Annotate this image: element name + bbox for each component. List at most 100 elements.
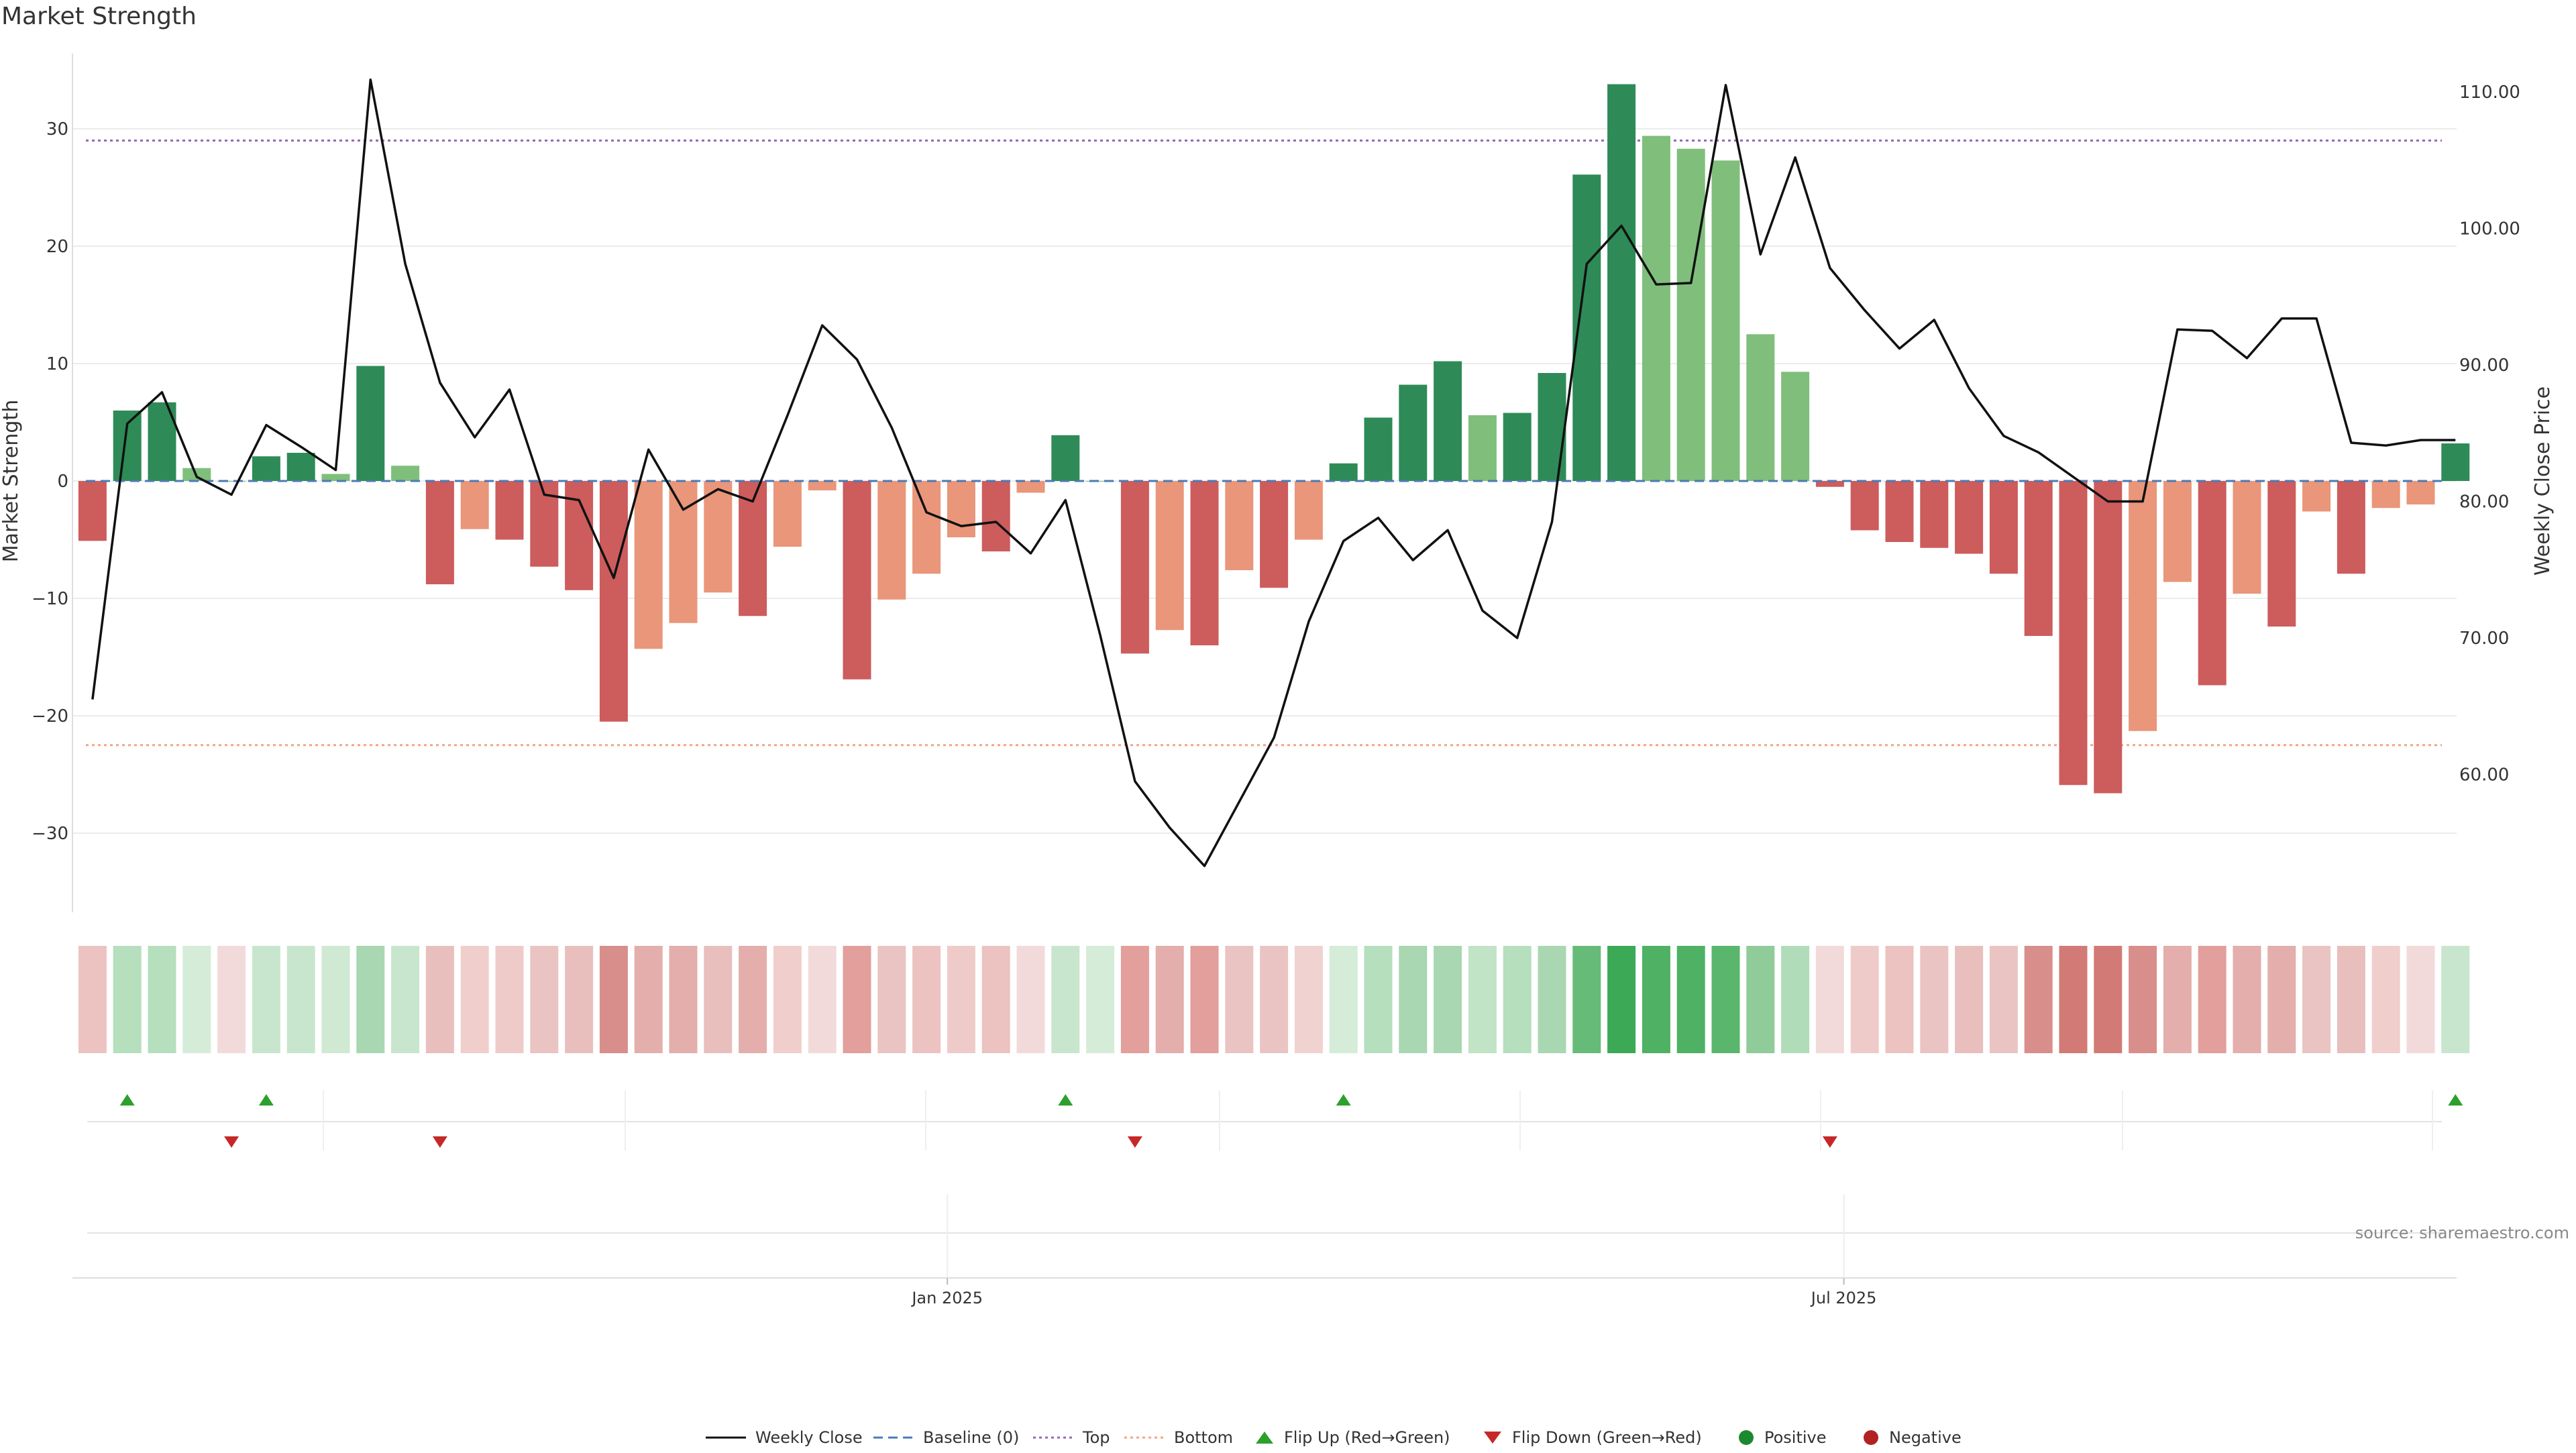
- legend-item-flip-up: Flip Up (Red→Green): [1254, 1426, 1450, 1449]
- strength-bar: [2163, 481, 2192, 582]
- strength-bar: [1364, 417, 1393, 481]
- strength-bar: [2198, 481, 2226, 686]
- strength-bar: [877, 481, 906, 600]
- heat-cell: [669, 946, 698, 1053]
- weekly-close-line: [91, 78, 2456, 867]
- strength-bar: [565, 481, 594, 590]
- heat-cell: [634, 946, 663, 1053]
- heat-cell: [1086, 946, 1115, 1053]
- heat-cell: [947, 946, 975, 1053]
- legend-label: Baseline (0): [923, 1428, 1020, 1447]
- strength-bar: [599, 481, 628, 722]
- strength-bar: [634, 481, 663, 649]
- heat-cell: [1781, 946, 1810, 1053]
- strength-bar: [1850, 481, 1879, 531]
- strength-bar: [669, 481, 698, 623]
- heat-cell: [1294, 946, 1323, 1053]
- strength-bar: [1468, 415, 1497, 481]
- y2-tick-label: 70.00: [2459, 629, 2509, 649]
- y-axis-label: Market Strength: [0, 400, 23, 562]
- strength-bar: [1989, 481, 2018, 574]
- heat-cell: [739, 946, 767, 1053]
- heat-cell: [1225, 946, 1254, 1053]
- circle-green-icon: [1739, 1430, 1754, 1445]
- x-tick-label: Jul 2025: [1810, 1289, 1877, 1307]
- x-tick-label: Jan 2025: [910, 1289, 983, 1307]
- strength-bar: [356, 366, 385, 481]
- strength-bar: [78, 481, 107, 541]
- heat-cell: [530, 946, 559, 1053]
- heat-cell: [2441, 946, 2470, 1053]
- heat-cell: [1434, 946, 1462, 1053]
- strength-bar: [252, 456, 280, 481]
- strength-bar: [2302, 481, 2331, 512]
- triangle-down-icon: [1484, 1432, 1501, 1444]
- heat-cell: [1676, 946, 1705, 1053]
- heat-cell: [981, 946, 1010, 1053]
- heat-cell: [1260, 946, 1289, 1053]
- heat-cell: [1190, 946, 1219, 1053]
- heat-cell: [599, 946, 628, 1053]
- strength-bar: [2233, 481, 2261, 594]
- heat-cell: [148, 946, 176, 1053]
- triangle-up-icon: [1256, 1432, 1273, 1444]
- heat-cell: [1016, 946, 1045, 1053]
- y-tick-label: 20: [46, 237, 68, 257]
- flip-up-marker: [1058, 1094, 1073, 1106]
- strength-bar: [773, 481, 802, 547]
- heat-cell: [2059, 946, 2088, 1053]
- strength-bar: [739, 481, 767, 616]
- strength-bar: [1642, 136, 1670, 481]
- strength-bar: [2024, 481, 2053, 636]
- heat-cell: [1120, 946, 1149, 1053]
- y-tick-label: 0: [57, 472, 68, 492]
- strength-bar: [1120, 481, 1149, 654]
- flip-up-marker: [1336, 1094, 1351, 1106]
- heat-cell: [877, 946, 906, 1053]
- heat-cell: [2233, 946, 2261, 1053]
- strength-bar: [1260, 481, 1289, 588]
- strength-bar: [1711, 160, 1740, 481]
- heat-cell: [1885, 946, 1914, 1053]
- heat-cell: [2094, 946, 2123, 1053]
- y-tick-label: −30: [32, 824, 68, 844]
- heat-cell: [2163, 946, 2192, 1053]
- heat-cell: [1607, 946, 1636, 1053]
- strength-bar: [1190, 481, 1219, 645]
- heat-cell: [460, 946, 489, 1053]
- heat-cell: [495, 946, 524, 1053]
- heat-cell: [113, 946, 142, 1053]
- heat-cell: [425, 946, 454, 1053]
- y2-tick-label: 60.00: [2459, 765, 2509, 786]
- legend-label: Weekly Close: [755, 1428, 863, 1447]
- heat-cell: [1989, 946, 2018, 1053]
- strength-bar: [495, 481, 524, 540]
- strength-bar: [1572, 174, 1601, 481]
- y2-tick-label: 100.00: [2459, 219, 2520, 239]
- heat-cell: [2267, 946, 2296, 1053]
- y2-axis-label: Weekly Close Price: [2531, 386, 2555, 576]
- flip-up-marker: [258, 1094, 274, 1106]
- strength-bar: [1399, 384, 1428, 481]
- strength-bar: [2406, 481, 2435, 504]
- heat-cell: [773, 946, 802, 1053]
- strength-bar: [217, 481, 246, 482]
- strength-bar: [981, 481, 1010, 551]
- legend-item-negative: Negative: [1862, 1426, 1962, 1449]
- strength-bar: [704, 481, 733, 593]
- legend-item-bottom: Bottom: [1124, 1426, 1233, 1449]
- strength-bar: [2129, 481, 2157, 731]
- strength-bar: [2094, 481, 2123, 794]
- legend-item-weekly-close: Weekly Close: [706, 1426, 863, 1449]
- heat-cell: [356, 946, 385, 1053]
- strength-bar: [2267, 481, 2296, 627]
- flip-up-marker: [119, 1094, 135, 1106]
- heat-cell: [1329, 946, 1358, 1053]
- heat-cell: [565, 946, 594, 1053]
- strength-bar: [1155, 481, 1184, 631]
- heat-cell: [843, 946, 871, 1053]
- legend-dotted-line-icon: [1124, 1436, 1165, 1439]
- strength-bar: [2441, 443, 2470, 481]
- heat-cell: [1920, 946, 1949, 1053]
- y2-tick-label: 90.00: [2459, 356, 2509, 376]
